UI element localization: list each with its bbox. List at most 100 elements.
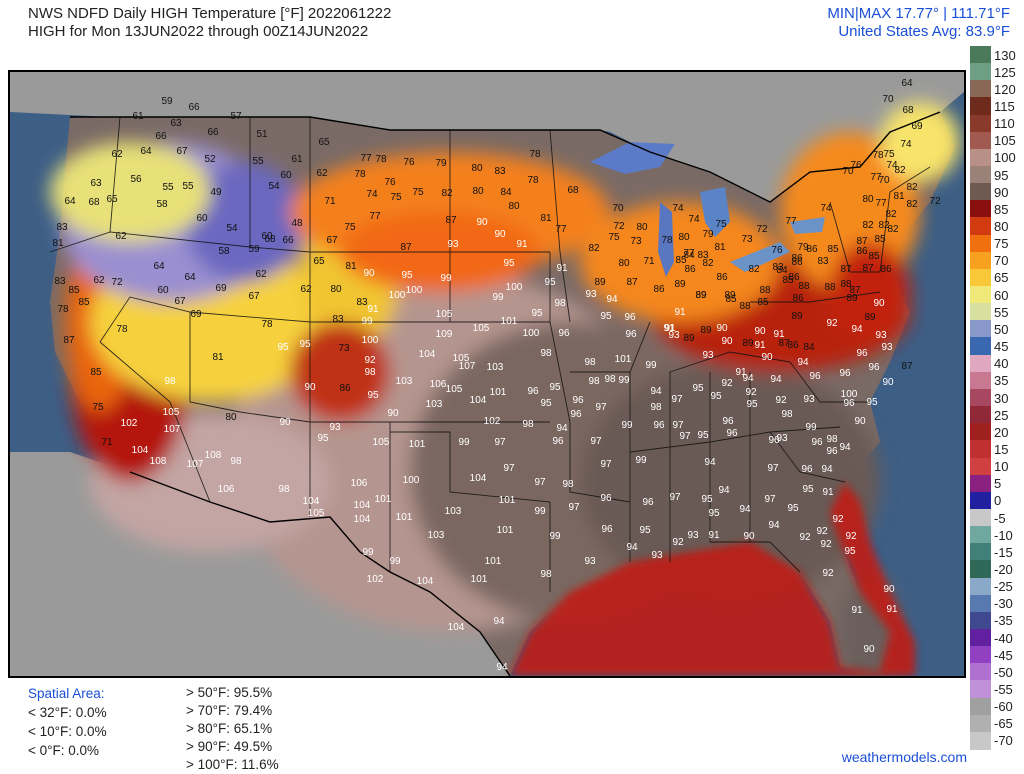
temp-value-label: 95 xyxy=(701,494,713,505)
temp-value-label: 96 xyxy=(572,395,584,406)
temp-value-label: 95 xyxy=(277,342,289,353)
temp-value-label: 95 xyxy=(866,397,878,408)
temp-value-label: 95 xyxy=(787,503,799,514)
colorbar-tick-label: -60 xyxy=(994,699,1013,715)
temp-value-label: 98 xyxy=(522,419,534,430)
colorbar-tick-label: -10 xyxy=(994,527,1013,543)
temp-value-label: 99 xyxy=(621,420,633,431)
mexico-border xyxy=(129,471,511,676)
temp-value-label: 89 xyxy=(846,293,858,304)
temp-value-label: 69 xyxy=(911,121,923,132)
temp-value-label: 74 xyxy=(688,214,700,225)
min-max-readout: MIN|MAX 17.77° | 111.71°F xyxy=(827,5,1010,22)
temp-value-label: 68 xyxy=(902,105,914,116)
temp-value-label: 91 xyxy=(516,239,528,250)
temp-value-label: 98 xyxy=(562,479,574,490)
temp-value-label: 87 xyxy=(626,277,638,288)
temp-value-label: 79 xyxy=(435,158,447,169)
temp-value-label: 75 xyxy=(715,219,727,230)
temp-value-label: 93 xyxy=(329,422,341,433)
spatial-area-right: > 50°F: 95.5% > 70°F: 79.4% > 80°F: 65.1… xyxy=(186,684,279,774)
colorbar-swatch xyxy=(970,680,991,699)
colorbar-tick-label: 60 xyxy=(994,287,1009,303)
temp-value-label: 91 xyxy=(851,605,863,616)
temp-value-label: 85 xyxy=(725,294,737,305)
temp-value-label: 88 xyxy=(759,285,771,296)
colorbar-swatch xyxy=(970,80,991,99)
colorbar-swatch xyxy=(970,714,991,733)
colorbar-swatch xyxy=(970,286,991,304)
temperature-map[interactable]: 66 59 61 63 66 66 57 51 65 62 64 67 52 55 61 56 55 55 49 54… xyxy=(8,70,966,678)
temp-value-label: 55 xyxy=(252,156,264,167)
temp-value-label: 93 xyxy=(651,550,663,561)
temp-value-label: 70 xyxy=(842,166,854,177)
temp-value-label: 75 xyxy=(883,149,895,160)
temp-value-label: 103 xyxy=(426,399,443,410)
temp-value-label: 80 xyxy=(330,284,342,295)
temp-value-label: 64 xyxy=(184,272,196,283)
temp-value-label: 73 xyxy=(338,343,350,354)
temp-value-label: 82 xyxy=(702,258,714,269)
colorbar-tick-label: -50 xyxy=(994,664,1013,680)
temp-value-label: 105 xyxy=(373,437,390,448)
temp-value-label: 104 xyxy=(419,349,436,360)
temp-value-label: 94 xyxy=(797,357,809,368)
colorbar-swatch xyxy=(970,457,991,476)
temp-value-label: 93 xyxy=(776,433,788,444)
colorbar-tick-label: 110 xyxy=(994,116,1015,132)
colorbar-tick-label: -45 xyxy=(994,647,1013,663)
temp-value-label: 85 xyxy=(68,285,80,296)
temp-value-label: 104 xyxy=(303,496,320,507)
canada-land xyxy=(10,72,964,202)
temp-value-label: 82 xyxy=(441,188,453,199)
temp-value-label: 73 xyxy=(630,236,642,247)
temp-value-label: 91 xyxy=(735,367,747,378)
temp-value-label: 95 xyxy=(844,546,856,557)
temp-value-label: 93 xyxy=(875,330,887,341)
colorbar-tick-label: -25 xyxy=(994,579,1013,595)
temp-value-label: 87 xyxy=(63,335,75,346)
temp-value-label: 77 xyxy=(785,216,797,227)
temp-value-label: 91 xyxy=(754,340,766,351)
temp-value-label: 66 xyxy=(188,102,200,113)
temp-value-label: 78 xyxy=(261,319,273,330)
temp-value-label: 98 xyxy=(540,348,552,359)
temp-value-label: 48 xyxy=(291,218,303,229)
temp-value-label: 101 xyxy=(485,556,502,567)
temp-value-label: 96 xyxy=(843,398,855,409)
temp-value-label: 92 xyxy=(799,532,811,543)
temp-value-label: 75 xyxy=(92,402,104,413)
colorbar-swatch xyxy=(970,46,991,64)
colorbar-swatch xyxy=(970,234,991,253)
temp-value-label: 66 xyxy=(155,131,167,142)
temp-value-label: 97 xyxy=(503,463,515,474)
temp-value-label: 74 xyxy=(672,203,684,214)
temp-value-label: 96 xyxy=(868,362,880,373)
temp-value-label: 90 xyxy=(304,382,316,393)
temp-value-label: 95 xyxy=(708,508,720,519)
temp-value-label: 87 xyxy=(862,263,874,274)
colorbar xyxy=(970,46,991,750)
stat-below-32: < 32°F: 0.0% xyxy=(28,705,107,720)
temp-value-label: 104 xyxy=(470,473,487,484)
temperature-fields xyxy=(50,102,960,676)
site-credit[interactable]: weathermodels.com xyxy=(841,749,967,765)
temp-value-label: 88 xyxy=(824,282,836,293)
temp-value-label: 79 xyxy=(702,229,714,240)
temp-value-label: 95 xyxy=(299,339,311,350)
colorbar-tick-label: -35 xyxy=(994,613,1013,629)
temp-value-label: 99 xyxy=(805,422,817,433)
temp-value-label: 94 xyxy=(704,457,716,468)
temp-value-label: 97 xyxy=(679,431,691,442)
colorbar-tick-label: -70 xyxy=(994,733,1013,749)
colorbar-tick-label: -40 xyxy=(994,630,1013,646)
temp-value-label: 86 xyxy=(787,340,799,351)
colorbar-swatch xyxy=(970,217,991,236)
temp-value-label: 86 xyxy=(791,257,803,268)
temp-value-label: 66 xyxy=(207,127,219,138)
colorbar-tick-label: -20 xyxy=(994,561,1013,577)
temp-value-label: 72 xyxy=(111,277,123,288)
temp-value-label: 77 xyxy=(870,172,882,183)
temp-value-label: 82 xyxy=(588,243,600,254)
colorbar-tick-label: -5 xyxy=(994,510,1006,526)
